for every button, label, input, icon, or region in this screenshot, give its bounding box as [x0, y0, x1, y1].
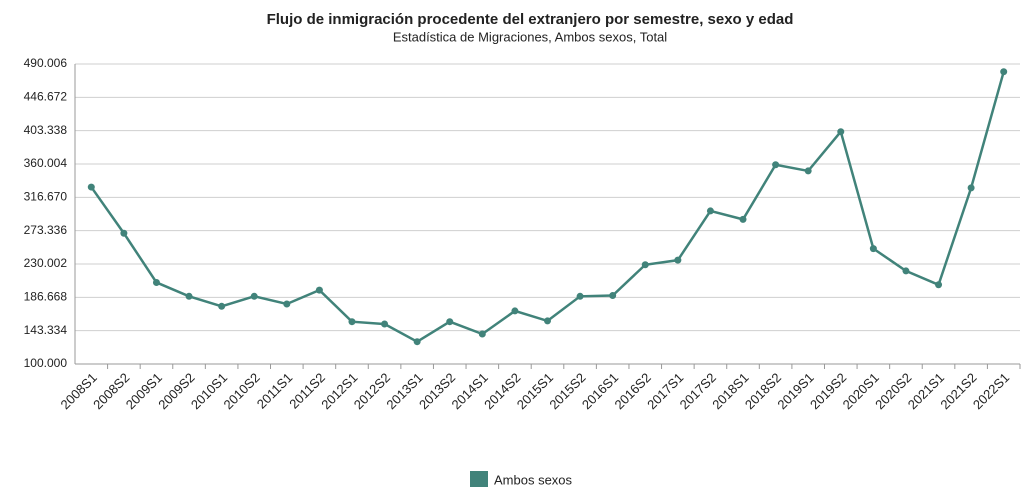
data-point: [381, 320, 389, 328]
data-point: [935, 281, 943, 289]
data-point: [641, 261, 649, 269]
data-point: [609, 292, 617, 300]
data-point: [511, 307, 519, 315]
data-point: [739, 215, 747, 223]
y-tick-label: 316.670: [24, 190, 68, 204]
data-point: [576, 292, 584, 300]
y-tick-label: 143.334: [24, 323, 68, 337]
data-point: [413, 338, 421, 346]
x-tick-label: 2022S1: [970, 370, 1012, 412]
data-point: [674, 256, 682, 264]
legend-swatch: [470, 471, 488, 487]
data-point: [478, 330, 486, 338]
x-tick-label: 2010S2: [220, 370, 262, 412]
y-tick-label: 403.338: [24, 123, 68, 137]
data-point: [446, 318, 454, 326]
y-tick-label: 446.672: [24, 90, 68, 104]
y-tick-label: 273.336: [24, 223, 68, 237]
data-point: [902, 267, 910, 275]
y-tick-label: 186.668: [24, 290, 68, 304]
data-point: [869, 245, 877, 253]
y-tick-label: 360.004: [24, 156, 68, 170]
data-point: [544, 317, 551, 325]
data-point: [967, 184, 975, 192]
data-point: [185, 292, 193, 300]
y-tick-label: 100.000: [24, 356, 68, 370]
data-point: [837, 128, 845, 136]
data-point: [283, 300, 291, 308]
data-point: [87, 183, 95, 191]
chart-subtitle: Estadística de Migraciones, Ambos sexos,…: [393, 29, 667, 44]
series-line: [90, 71, 1005, 344]
data-point: [218, 302, 226, 310]
x-tick-label: 2011S1: [254, 370, 296, 412]
chart-title: Flujo de inmigración procedente del extr…: [267, 11, 794, 28]
y-tick-label: 490.006: [24, 56, 68, 70]
data-point: [315, 286, 323, 294]
data-point: [804, 167, 812, 175]
legend-label: Ambos sexos: [494, 472, 573, 487]
y-tick-label: 230.002: [24, 256, 68, 270]
data-point: [348, 318, 356, 326]
data-point: [772, 161, 780, 169]
data-point: [1000, 68, 1008, 76]
data-point: [706, 207, 714, 215]
data-point: [120, 229, 128, 237]
data-point: [152, 278, 160, 286]
data-point: [250, 292, 258, 300]
